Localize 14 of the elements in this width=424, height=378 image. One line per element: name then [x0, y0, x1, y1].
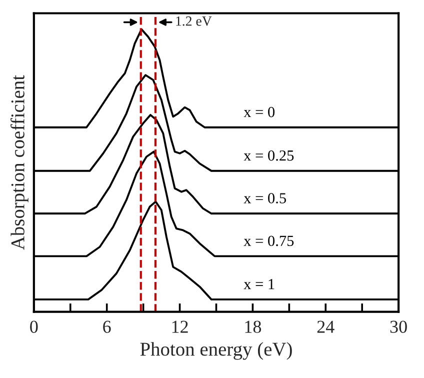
- x-axis-title: Photon energy (eV): [140, 342, 292, 360]
- x-tick-label: 0: [30, 320, 38, 333]
- x-tick-label: 12: [172, 320, 188, 333]
- x-tick-label: 30: [390, 320, 407, 333]
- x-tick-label: 18: [245, 320, 262, 333]
- series-label: x = 1: [244, 279, 274, 290]
- y-axis-title: Absorption coefficient: [10, 75, 28, 250]
- x-tick-label: 6: [103, 320, 111, 333]
- series-label: x = 0.75: [244, 236, 294, 246]
- x-tick-label: 24: [317, 320, 334, 333]
- series-label: x = 0: [244, 106, 275, 118]
- series-label: x = 0.5: [244, 193, 286, 204]
- text: 1.2 eV: [176, 16, 212, 26]
- series-label: x = 0.25: [244, 150, 294, 161]
